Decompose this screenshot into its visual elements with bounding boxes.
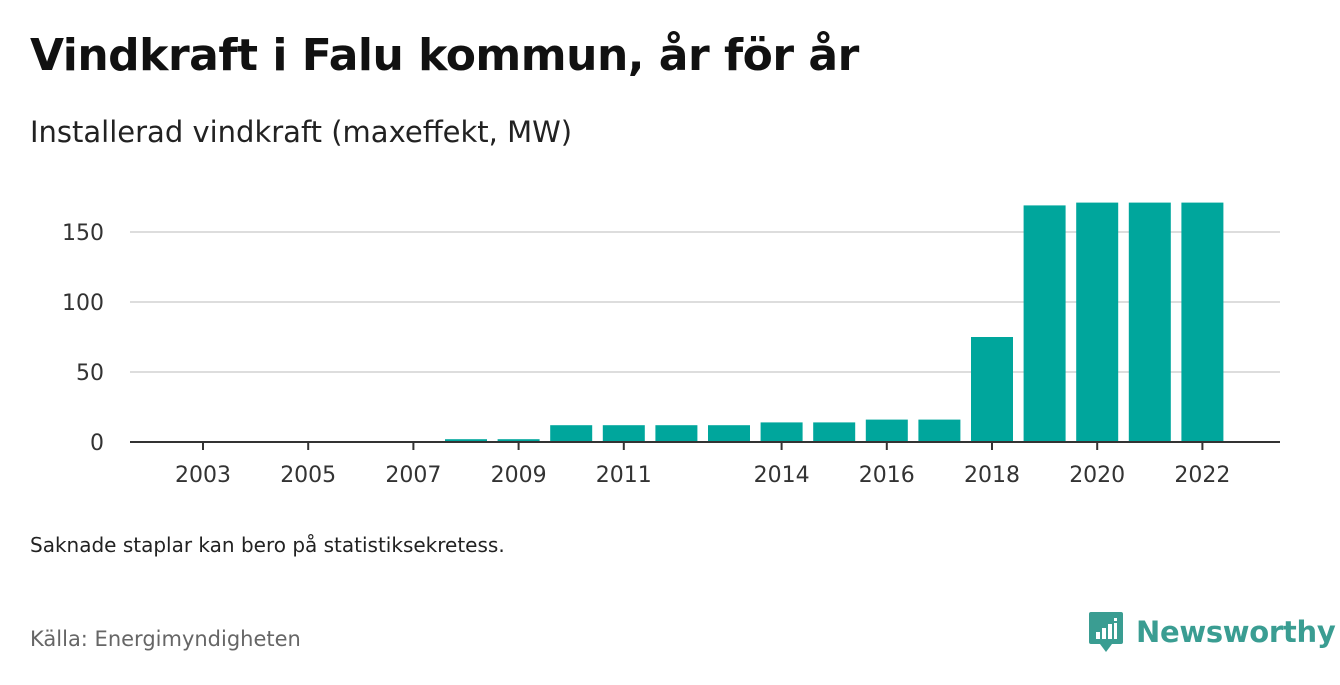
bar-2021 bbox=[1128, 202, 1171, 442]
x-axis bbox=[130, 441, 1280, 450]
newsworthy-logo-icon bbox=[1089, 612, 1123, 652]
x-tick-label: 2009 bbox=[491, 463, 547, 488]
bar-2013 bbox=[708, 425, 750, 442]
x-tick-labels: 2003 2005 2007 2009 2011 2014 2016 2018 2020 2022 bbox=[175, 463, 1230, 488]
footnote: Saknade staplar kan bero på statistiksek… bbox=[30, 533, 505, 557]
x-tick-label: 2003 bbox=[175, 463, 231, 488]
bar-2018 bbox=[971, 337, 1013, 442]
bar-2010 bbox=[550, 425, 593, 442]
chart-title: Vindkraft i Falu kommun, år för år bbox=[30, 30, 859, 81]
x-tick-label: 2005 bbox=[280, 463, 336, 488]
y-tick-label: 0 bbox=[90, 431, 104, 456]
bar-2017 bbox=[918, 419, 961, 442]
y-tick-label: 50 bbox=[76, 361, 104, 386]
y-tick-labels: 0 50 100 150 bbox=[62, 221, 104, 456]
x-tick-label: 2022 bbox=[1174, 463, 1230, 488]
bar-2014 bbox=[760, 422, 803, 442]
x-tick-label: 2014 bbox=[754, 463, 810, 488]
bar-2015 bbox=[813, 422, 856, 442]
brand-logo: Newsworthy bbox=[1088, 610, 1336, 654]
y-tick-label: 150 bbox=[62, 221, 104, 246]
x-tick-label: 2020 bbox=[1069, 463, 1125, 488]
bar-2022 bbox=[1181, 202, 1224, 442]
x-tick-label: 2007 bbox=[385, 463, 441, 488]
bar-2016 bbox=[865, 419, 908, 442]
x-tick-label: 2018 bbox=[964, 463, 1020, 488]
bar-2008 bbox=[445, 439, 487, 442]
source-label: Källa: Energimyndigheten bbox=[30, 627, 301, 651]
bar-2020 bbox=[1076, 202, 1119, 442]
bar-2019 bbox=[1023, 205, 1066, 442]
x-tick-label: 2016 bbox=[859, 463, 915, 488]
bar-2012 bbox=[655, 425, 698, 442]
bar-2009 bbox=[497, 439, 540, 442]
y-tick-label: 100 bbox=[62, 291, 104, 316]
brand-name: Newsworthy bbox=[1136, 615, 1336, 649]
chart-subtitle: Installerad vindkraft (maxeffekt, MW) bbox=[30, 115, 573, 149]
bar-2011 bbox=[602, 425, 645, 442]
x-tick-label: 2011 bbox=[596, 463, 652, 488]
bars bbox=[445, 202, 1224, 442]
